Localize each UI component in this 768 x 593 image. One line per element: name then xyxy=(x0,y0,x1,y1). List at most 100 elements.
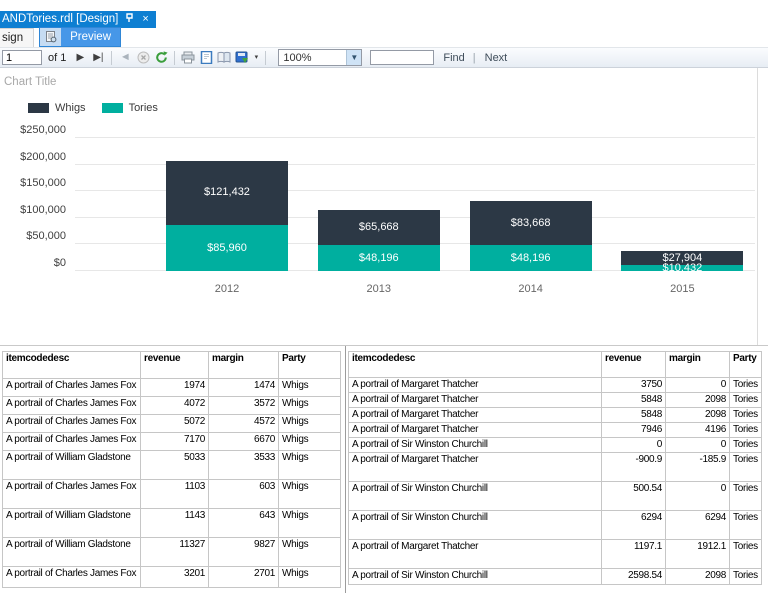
table-cell: 4196 xyxy=(665,422,730,438)
table-cell: 5848 xyxy=(601,392,666,408)
table-cell: 5033 xyxy=(140,450,209,480)
export-icon[interactable] xyxy=(234,50,250,66)
table-cell: 0 xyxy=(665,437,730,453)
chart-title: Chart Title xyxy=(4,76,57,88)
table-cell: 6294 xyxy=(665,510,730,540)
last-page-icon[interactable]: ▶| xyxy=(93,51,104,63)
zoom-combobox[interactable]: 100% ▼ xyxy=(278,49,363,66)
table-cell: A portrail of Charles James Fox xyxy=(2,378,141,397)
table-row: A portrail of Charles James Fox 5072 4572 W… xyxy=(2,414,341,433)
print-icon[interactable] xyxy=(180,50,196,66)
preview-icon xyxy=(40,28,62,46)
toolbar-separator xyxy=(111,50,113,65)
table-cell: A portrail of Margaret Thatcher xyxy=(348,539,602,569)
bar-segment-whigs xyxy=(317,210,440,246)
table-cell: Tories xyxy=(729,481,762,511)
table-cell: 5848 xyxy=(601,407,666,423)
back-icon[interactable]: ◄ xyxy=(119,51,131,63)
bar-data-label: $27,904 xyxy=(662,251,703,264)
bar-segment-tories xyxy=(317,245,440,271)
x-axis-label: 2015 xyxy=(670,283,695,295)
bar-data-label: $121,432 xyxy=(204,186,250,199)
report-chart-area: Chart Title Whigs Tories $250,000 $200,000… xyxy=(0,68,768,345)
table-cell: A portrail of Charles James Fox xyxy=(2,414,141,433)
table-row: A portrail of Charles James Fox 7170 6670 W… xyxy=(2,432,341,451)
table-cell: Whigs xyxy=(278,414,341,433)
table-cell: 2598.54 xyxy=(601,568,666,585)
pin-icon[interactable] xyxy=(125,12,135,26)
zoom-dropdown-icon[interactable]: ▼ xyxy=(346,50,362,65)
table-cell: Whigs xyxy=(278,432,341,451)
chart-legend: Whigs Tories xyxy=(28,102,158,114)
table-row: A portrail of William Gladstone 5033 3533 W… xyxy=(2,450,341,480)
table-cell: 7946 xyxy=(601,422,666,438)
table-cell: A portrail of Margaret Thatcher xyxy=(348,422,602,438)
header-row: itemcodedesc revenue margin Party xyxy=(348,351,762,378)
table-cell: 0 xyxy=(665,377,730,393)
close-icon[interactable]: × xyxy=(142,12,149,25)
bar-2014: $48,196 $83,668 xyxy=(469,200,592,271)
table-cell: Whigs xyxy=(278,537,341,567)
y-tick-label: $150,000 xyxy=(20,177,66,189)
tories-table: itemcodedesc revenue margin Party A portrail… xyxy=(348,351,762,585)
find-next-separator: | xyxy=(472,51,476,64)
export-dropdown-icon[interactable]: ▾ xyxy=(254,53,259,61)
table-cell: 1474 xyxy=(208,378,279,397)
y-tick-label: $250,000 xyxy=(20,124,66,136)
gridline xyxy=(75,164,755,165)
refresh-icon[interactable] xyxy=(153,50,169,66)
table-cell: 0 xyxy=(665,481,730,511)
tab-preview[interactable]: Preview xyxy=(39,27,122,47)
table-cell: 0 xyxy=(601,437,666,453)
x-axis-label: 2014 xyxy=(518,283,543,295)
bar-data-label: $48,196 xyxy=(510,251,551,264)
table-cell: 11327 xyxy=(140,537,209,567)
tab-preview-label: Preview xyxy=(61,28,121,46)
document-tab-strip: ANDTories.rdl [Design] × xyxy=(0,0,768,28)
column-header: Party xyxy=(278,351,341,379)
table-cell: Tories xyxy=(729,452,762,482)
whigs-table-panel: itemcodedesc revenue margin Party A portrail… xyxy=(0,346,345,593)
table-cell: 6294 xyxy=(601,510,666,540)
table-cell: Whigs xyxy=(278,450,341,480)
find-button[interactable]: Find xyxy=(443,51,465,64)
table-cell: 1143 xyxy=(140,508,209,538)
table-cell: 500.54 xyxy=(601,481,666,511)
gridline xyxy=(75,190,755,191)
report-edge-divider xyxy=(757,68,758,345)
y-tick-label: $0 xyxy=(53,257,66,269)
print-layout-icon[interactable] xyxy=(198,50,214,66)
page-setup-icon[interactable] xyxy=(216,50,232,66)
document-tab[interactable]: ANDTories.rdl [Design] × xyxy=(0,10,156,28)
chart-plot: $85,960 $121,432 2012 $48,196 $65,668 2013 $48… xyxy=(75,137,755,295)
tab-design[interactable]: sign xyxy=(0,28,35,47)
table-cell: Whigs xyxy=(278,396,341,415)
find-input[interactable] xyxy=(370,50,435,65)
table-cell: 2098 xyxy=(665,392,730,408)
table-row: A portrail of Margaret Thatcher 7946 4196 T… xyxy=(348,422,762,438)
x-axis-label: 2013 xyxy=(366,283,392,295)
bar-data-label: $65,668 xyxy=(358,221,399,234)
bar-segment-whigs xyxy=(166,160,288,226)
next-page-icon[interactable]: ▶ xyxy=(76,51,85,63)
table-row: A portrail of Charles James Fox 4072 3572 W… xyxy=(2,396,341,415)
table-cell: Tories xyxy=(729,568,762,585)
header-row: itemcodedesc revenue margin Party xyxy=(2,351,341,379)
bar-2012: $85,960 $121,432 xyxy=(166,160,288,271)
table-row: A portrail of Charles James Fox 1974 1474 W… xyxy=(2,378,341,397)
table-row: A portrail of Margaret Thatcher -900.9 -18… xyxy=(348,452,762,482)
table-row: A portrail of Sir Winston Churchill 500.5… xyxy=(348,481,762,511)
toolbar-separator xyxy=(174,50,176,65)
page-number-input[interactable] xyxy=(2,50,42,65)
legend-label: Whigs xyxy=(55,102,86,114)
table-cell: 4072 xyxy=(140,396,209,415)
table-cell: A portrail of Charles James Fox xyxy=(2,396,141,415)
stop-icon[interactable] xyxy=(135,50,151,66)
table-cell: 1912.1 xyxy=(665,539,730,569)
next-button[interactable]: Next xyxy=(484,51,508,64)
table-row: A portrail of Margaret Thatcher 5848 2098 T… xyxy=(348,407,762,423)
tab-design-label: sign xyxy=(2,32,24,44)
table-cell: Tories xyxy=(729,377,762,393)
tables-section: itemcodedesc revenue margin Party A portrail… xyxy=(0,345,768,593)
